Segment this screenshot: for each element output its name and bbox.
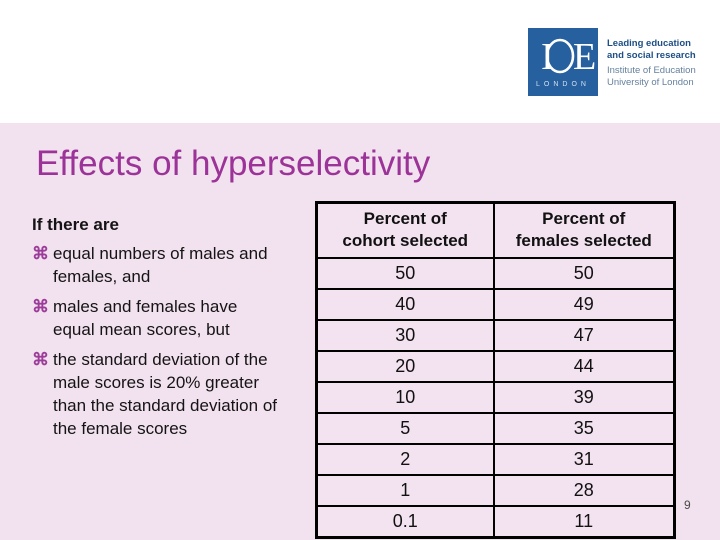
table-cell: 20 <box>315 350 495 383</box>
table-header-row: Percent of cohort selected Percent of fe… <box>315 201 676 259</box>
table-body: 50 50 40 49 30 47 20 44 10 39 5 35 2 31 1 28 0.1 11 <box>315 257 676 539</box>
bullet-item: ⌘ equal numbers of males and females, and <box>32 242 317 288</box>
bullet-text: males and females have equal mean scores,… <box>53 295 237 341</box>
bullet-text: equal numbers of males and females, and <box>53 242 268 288</box>
table-header-line: females selected <box>515 231 652 250</box>
ioe-logo-letter-e: E <box>573 36 596 78</box>
logo-tagline-line1: Leading education <box>607 38 691 49</box>
table-header-line: Percent of <box>363 209 447 228</box>
table-cell: 35 <box>492 412 676 445</box>
table-cell: 39 <box>492 381 676 414</box>
table-row: 5 35 <box>315 412 676 445</box>
table-cell: 49 <box>492 288 676 321</box>
bullet-line: than the standard deviation of <box>53 396 277 415</box>
table-cell: 11 <box>492 505 676 539</box>
table-cell: 10 <box>315 381 495 414</box>
bullet-line: equal numbers of males and <box>53 244 268 263</box>
command-bullet-icon: ⌘ <box>32 297 49 316</box>
table-row: 10 39 <box>315 381 676 414</box>
table-cell: 30 <box>315 319 495 352</box>
header-band <box>0 0 720 123</box>
table-cell: 50 <box>492 257 676 290</box>
intro-line: If there are <box>32 215 119 234</box>
bullet-line: males and females have <box>53 297 238 316</box>
table-row: 40 49 <box>315 288 676 321</box>
command-bullet-icon: ⌘ <box>32 350 49 369</box>
table-cell: 50 <box>315 257 495 290</box>
table-row: 20 44 <box>315 350 676 383</box>
table-row: 0.1 11 <box>315 505 676 539</box>
bullet-list: ⌘ equal numbers of males and females, and ⌘… <box>32 242 317 440</box>
table-cell: 40 <box>315 288 495 321</box>
bullet-line: females, and <box>53 267 151 286</box>
logo-text-block: Leading education and social research In… <box>607 38 712 88</box>
table-row: 1 28 <box>315 474 676 507</box>
table-header-line: Percent of <box>542 209 626 228</box>
selection-table: Percent of cohort selected Percent of fe… <box>315 201 676 539</box>
table-cell: 1 <box>315 474 495 507</box>
table-header-females: Percent of females selected <box>492 201 676 259</box>
ioe-logo-city: LONDON <box>536 81 590 88</box>
bullet-text: the standard deviation of the male scores… <box>53 348 277 440</box>
table-cell: 0.1 <box>315 505 495 539</box>
table-cell: 31 <box>492 443 676 476</box>
bullet-line: equal mean scores, but <box>53 320 230 339</box>
slide-title: Effects of hyperselectivity <box>36 144 431 183</box>
bullet-item: ⌘ the standard deviation of the male score… <box>32 348 317 440</box>
table-cell: 2 <box>315 443 495 476</box>
bullet-line: the female scores <box>53 419 188 438</box>
ioe-logo-letter-i: I <box>541 36 554 78</box>
bullet-item: ⌘ males and females have equal mean scores… <box>32 295 317 341</box>
logo-tagline-line2: and social research <box>607 49 696 61</box>
command-bullet-icon: ⌘ <box>32 244 49 263</box>
table-cell: 44 <box>492 350 676 383</box>
ioe-logo: I E LONDON <box>528 28 598 96</box>
ioe-logo-o-ring <box>545 38 575 74</box>
table-header-cohort: Percent of cohort selected <box>315 201 495 259</box>
page-number: 9 <box>684 498 691 512</box>
table-row: 50 50 <box>315 257 676 290</box>
bullet-line: male scores is 20% greater <box>53 373 259 392</box>
table-row: 2 31 <box>315 443 676 476</box>
table-cell: 47 <box>492 319 676 352</box>
table-header-line: cohort selected <box>342 231 469 250</box>
table-cell: 28 <box>492 474 676 507</box>
table-cell: 5 <box>315 412 495 445</box>
logo-institution-line2: University of London <box>607 76 694 88</box>
body-text-block: If there are ⌘ equal numbers of males and… <box>32 213 317 447</box>
bullet-line: the standard deviation of the <box>53 350 268 369</box>
logo-institution-line1: Institute of Education <box>607 65 696 76</box>
table-row: 30 47 <box>315 319 676 352</box>
